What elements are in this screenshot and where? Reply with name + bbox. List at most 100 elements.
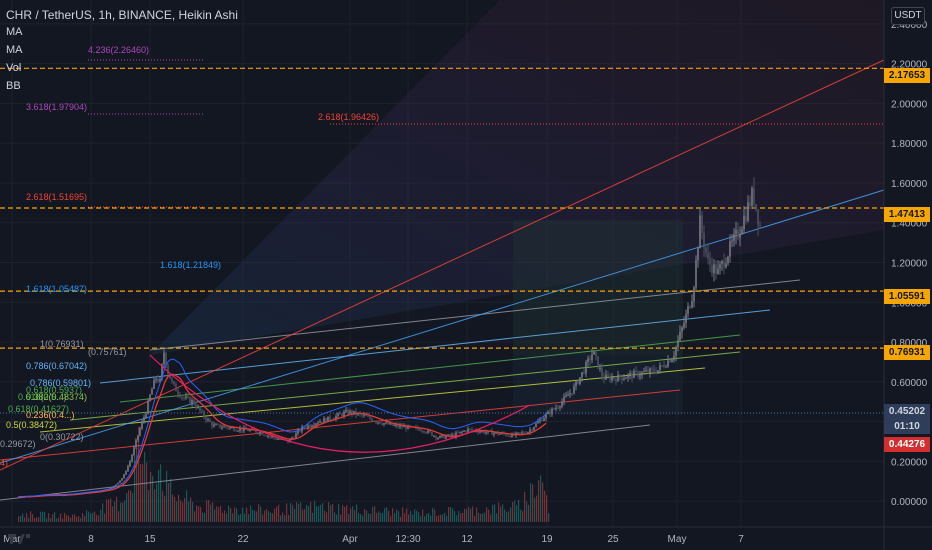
volume-bar <box>30 511 32 522</box>
volume-bar <box>98 515 100 522</box>
volume-bar <box>518 499 520 522</box>
price-tag[interactable]: 1.47413 <box>884 207 930 222</box>
volume-bar <box>326 512 328 522</box>
candle-body <box>729 241 731 257</box>
price-tag[interactable]: 2.17653 <box>884 68 930 83</box>
candle-body <box>119 480 121 483</box>
price-axis-ticks[interactable]: 2.40000 2.20000 2.00000 1.80000 1.60000 1.400… <box>891 20 928 508</box>
indicator-ma-2[interactable]: MA <box>6 44 23 56</box>
price-tag[interactable]: 0.76931 <box>884 345 930 360</box>
candle-body <box>269 435 271 437</box>
volume-bar <box>470 508 472 522</box>
candle-body <box>493 433 495 435</box>
volume-bar <box>100 509 102 522</box>
candle-body <box>459 431 461 433</box>
candle-body <box>381 423 383 425</box>
candle-body <box>461 431 463 433</box>
volume-bar <box>514 500 516 522</box>
volume-bar <box>250 505 252 522</box>
price-tag[interactable]: 01:10 <box>884 419 930 434</box>
volume-bar <box>124 500 126 522</box>
volume-bar <box>230 507 232 522</box>
candle-body <box>181 397 183 399</box>
volume-bar <box>242 507 244 522</box>
currency-button[interactable]: USDT <box>891 7 925 25</box>
volume-bar <box>338 503 340 522</box>
volume-bar <box>86 510 88 522</box>
candle-body <box>335 416 337 420</box>
candle-body <box>601 367 603 377</box>
moving-average-line <box>17 373 547 498</box>
candle-body <box>485 432 487 434</box>
volume-bar <box>538 480 540 522</box>
volume-bar <box>444 512 446 522</box>
candle-body <box>195 404 197 408</box>
candle-body <box>695 260 697 288</box>
candle-body <box>607 374 609 377</box>
volume-bar <box>66 515 68 522</box>
candle-body <box>659 365 661 371</box>
volume-bar <box>192 501 194 522</box>
candle-body <box>523 432 525 434</box>
price-tick-label: 2.20000 <box>891 60 928 71</box>
volume-bar <box>496 513 498 522</box>
volume-bar <box>414 509 416 522</box>
volume-bar <box>302 509 304 522</box>
candle-body <box>399 425 401 427</box>
volume-bar <box>544 490 546 522</box>
volume-bar <box>510 507 512 522</box>
candle-body <box>649 368 651 373</box>
candle-body <box>479 431 481 433</box>
volume-bar <box>352 506 354 522</box>
fib-channel-line <box>0 424 651 501</box>
candle-body <box>149 394 151 401</box>
volume-bar <box>136 447 138 522</box>
volume-bar <box>446 515 448 522</box>
volume-bar <box>394 513 396 522</box>
volume-bar <box>340 514 342 522</box>
volume-bar <box>508 511 510 522</box>
price-tag[interactable]: 1.05591 <box>884 289 930 304</box>
candle-body <box>329 416 331 420</box>
price-tick-label: 0.20000 <box>891 457 928 468</box>
volume-bar <box>204 512 206 522</box>
volume-bar <box>262 514 264 522</box>
candle-body <box>477 431 479 433</box>
symbol-title[interactable]: CHR / TetherUS, 1h, BINANCE, Heikin Ashi <box>6 8 238 22</box>
projection-box <box>513 220 683 355</box>
candle-body <box>349 410 351 414</box>
indicator-bb[interactable]: BB <box>6 80 21 92</box>
price-tag[interactable]: 0.45202 <box>884 404 930 419</box>
volume-bar <box>64 512 66 522</box>
candle-body <box>223 426 225 428</box>
candle-body <box>317 422 319 424</box>
candle-body <box>139 428 141 436</box>
volume-bar <box>110 498 112 522</box>
volume-bar <box>102 503 104 522</box>
candle-body <box>377 422 379 424</box>
volume-bar <box>76 516 78 522</box>
volume-bar <box>296 502 298 522</box>
volume-bar <box>272 513 274 522</box>
indicator-vol[interactable]: Vol <box>6 62 22 74</box>
candle-body <box>547 411 549 415</box>
candle-body <box>247 429 249 432</box>
volume-bar <box>536 495 538 522</box>
volume-bar <box>134 455 136 522</box>
price-tag[interactable]: 0.44276 <box>884 437 930 452</box>
fib-label: 0.618(0.41627) <box>8 404 69 414</box>
candle-body <box>639 375 641 377</box>
indicator-ma-1[interactable]: MA <box>6 26 23 38</box>
volume-bar <box>184 498 186 522</box>
volume-bar <box>322 503 324 522</box>
candle-body <box>505 434 507 436</box>
candle-body <box>661 365 663 367</box>
candle-body <box>275 437 277 440</box>
candle-body <box>379 422 381 424</box>
fib-label: 4.236(2.26460) <box>88 45 149 55</box>
price-tick-label: 1.20000 <box>891 259 928 270</box>
volume-bar <box>270 512 272 522</box>
volume-bar <box>460 513 462 522</box>
